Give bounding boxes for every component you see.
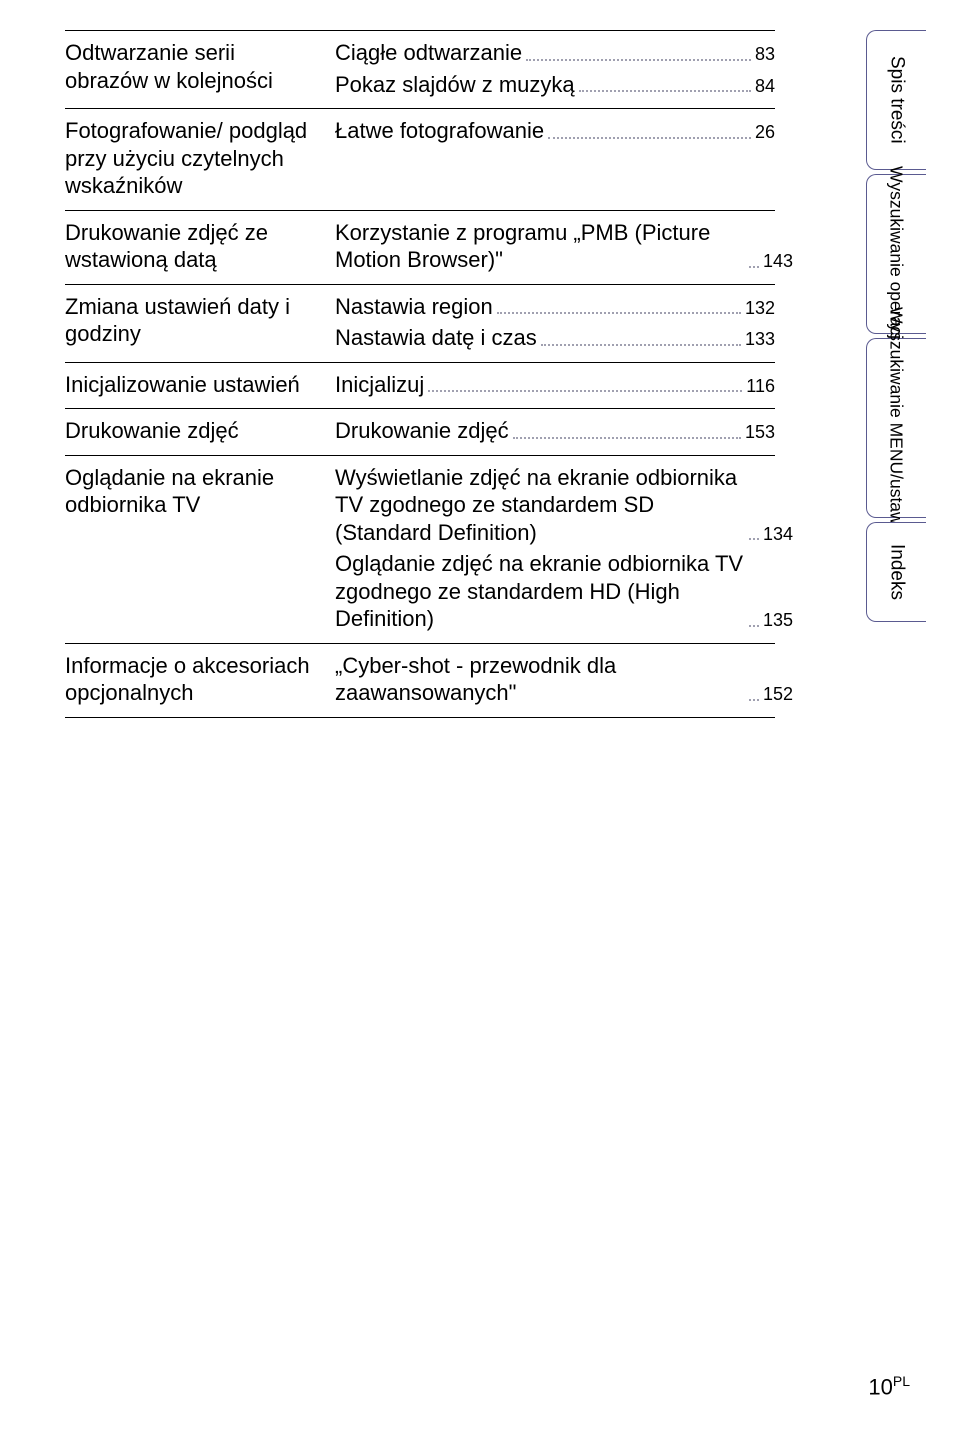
toc-entry[interactable]: Pokaz slajdów z muzyką 84 <box>335 71 775 99</box>
toc-entry-label: Drukowanie zdjęć <box>335 418 509 443</box>
dot-leader <box>749 538 759 540</box>
toc-entry-page: 133 <box>745 328 775 352</box>
toc-entry-label: Oglądanie zdjęć na ekranie odbiornika TV… <box>335 551 743 631</box>
toc-entries: Inicjalizuj 116 <box>335 371 775 399</box>
toc-entry-label: „Cyber-shot - przewodnik dla zaawansowan… <box>335 653 616 706</box>
toc-page: Odtwarzanie serii obrazów w kolejności C… <box>65 30 775 718</box>
toc-entries: Ciągłe odtwarzanie 83 Pokaz slajdów z mu… <box>335 39 775 98</box>
sidetab-label: Indeks <box>886 544 908 600</box>
toc-entry-page: 84 <box>755 75 775 99</box>
toc-entry-page: 132 <box>745 297 775 321</box>
toc-section: Fotografowanie/ podgląd przy użyciu czyt… <box>65 109 775 211</box>
toc-entry[interactable]: „Cyber-shot - przewodnik dla zaawansowan… <box>335 652 775 707</box>
toc-topic: Informacje o akcesoriach opcjonalnych <box>65 652 315 707</box>
sidebar-tabs: Spis treści Wyszukiwanie operacji Wyszuk… <box>866 30 926 622</box>
dot-leader <box>749 266 759 268</box>
toc-entry-label: Łatwe fotografowanie <box>335 118 544 143</box>
toc-entry-label: Korzystanie z programu „PMB (Picture Mot… <box>335 220 710 273</box>
toc-topic: Fotografowanie/ podgląd przy użyciu czyt… <box>65 117 315 200</box>
sidetab-spis-tresci[interactable]: Spis treści <box>866 30 926 170</box>
toc-entry[interactable]: Nastawia region 132 <box>335 293 775 321</box>
toc-entry[interactable]: Łatwe fotografowanie 26 <box>335 117 775 145</box>
toc-entries: Nastawia region 132 Nastawia datę i czas… <box>335 293 775 352</box>
toc-entries: Łatwe fotografowanie 26 <box>335 117 775 145</box>
toc-entries: Drukowanie zdjęć 153 <box>335 417 775 445</box>
page-num: 10 <box>868 1374 892 1399</box>
sidetab-wyszukiwanie-menu[interactable]: Wyszukiwanie MENU/ustawień <box>866 338 926 518</box>
dot-leader <box>526 59 751 61</box>
toc-entry-label: Nastawia datę i czas <box>335 325 537 350</box>
toc-entries: Korzystanie z programu „PMB (Picture Mot… <box>335 219 775 274</box>
toc-topic: Inicjalizowanie ustawień <box>65 371 315 399</box>
toc-section: Zmiana ustawień daty i godziny Nastawia … <box>65 285 775 363</box>
toc-entry-page: 83 <box>755 43 775 67</box>
toc-entry[interactable]: Drukowanie zdjęć 153 <box>335 417 775 445</box>
toc-entry-page: 135 <box>763 609 793 633</box>
toc-topic: Drukowanie zdjęć <box>65 417 315 445</box>
dot-leader <box>497 312 741 314</box>
page-suffix: PL <box>893 1373 910 1389</box>
toc-section: Drukowanie zdjęć Drukowanie zdjęć 153 <box>65 409 775 456</box>
sidetab-indeks[interactable]: Indeks <box>866 522 926 622</box>
dot-leader <box>428 390 742 392</box>
toc-entry-label: Nastawia region <box>335 294 493 319</box>
toc-section: Oglądanie na ekranie odbiornika TV Wyświ… <box>65 456 775 644</box>
toc-section: Inicjalizowanie ustawień Inicjalizuj 116 <box>65 363 775 410</box>
dot-leader <box>548 137 751 139</box>
toc-entry-label: Inicjalizuj <box>335 372 424 397</box>
toc-section: Drukowanie zdjęć ze wstawioną datą Korzy… <box>65 211 775 285</box>
toc-entries: Wyświetlanie zdjęć na ekranie odbiornika… <box>335 464 775 633</box>
sidetab-label: Wyszukiwanie MENU/ustawień <box>886 307 906 548</box>
toc-topic: Oglądanie na ekranie odbiornika TV <box>65 464 315 519</box>
dot-leader <box>749 699 759 701</box>
toc-topic: Zmiana ustawień daty i godziny <box>65 293 315 348</box>
toc-entry-page: 134 <box>763 523 793 547</box>
toc-entry-page: 143 <box>763 250 793 274</box>
dot-leader <box>579 90 751 92</box>
toc-topic: Odtwarzanie serii obrazów w kolejności <box>65 39 315 94</box>
sidetab-label: Spis treści <box>886 56 908 144</box>
toc-entry-label: Ciągłe odtwarzanie <box>335 40 522 65</box>
toc-entry-page: 153 <box>745 421 775 445</box>
toc-entry-label: Pokaz slajdów z muzyką <box>335 72 575 97</box>
toc-section: Odtwarzanie serii obrazów w kolejności C… <box>65 30 775 109</box>
dot-leader <box>513 437 741 439</box>
footer-page-number: 10PL <box>868 1373 910 1400</box>
toc-entry[interactable]: Korzystanie z programu „PMB (Picture Mot… <box>335 219 775 274</box>
dot-leader <box>749 625 759 627</box>
toc-entry-page: 152 <box>763 683 793 707</box>
toc-entry-page: 26 <box>755 121 775 145</box>
toc-entry-label: Wyświetlanie zdjęć na ekranie odbiornika… <box>335 465 737 545</box>
toc-entry[interactable]: Wyświetlanie zdjęć na ekranie odbiornika… <box>335 464 775 547</box>
toc-topic: Drukowanie zdjęć ze wstawioną datą <box>65 219 315 274</box>
toc-entry[interactable]: Nastawia datę i czas 133 <box>335 324 775 352</box>
toc-entry[interactable]: Oglądanie zdjęć na ekranie odbiornika TV… <box>335 550 775 633</box>
dot-leader <box>541 344 741 346</box>
toc-entry[interactable]: Inicjalizuj 116 <box>335 371 775 399</box>
toc-entries: „Cyber-shot - przewodnik dla zaawansowan… <box>335 652 775 707</box>
toc-section: Informacje o akcesoriach opcjonalnych „C… <box>65 644 775 718</box>
toc-entry[interactable]: Ciągłe odtwarzanie 83 <box>335 39 775 67</box>
toc-entry-page: 116 <box>746 375 775 399</box>
